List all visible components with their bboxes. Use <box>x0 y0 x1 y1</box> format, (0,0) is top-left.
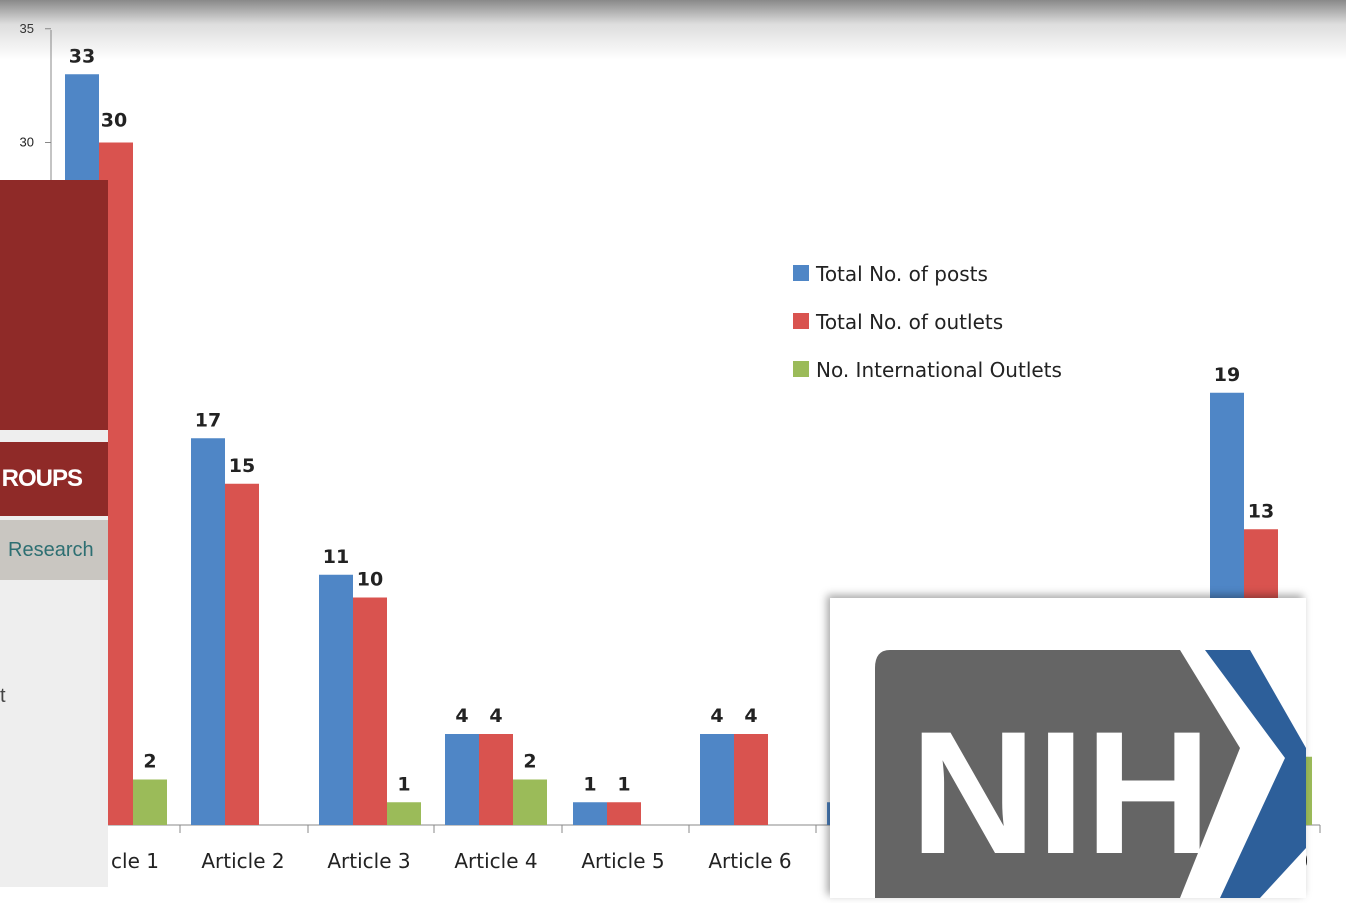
legend-label: Total No. of outlets <box>815 310 1003 334</box>
overlay-webpage-fragment: ROUPS Research t <box>0 180 108 887</box>
overlay-banner-text: ROUPS <box>1 465 83 492</box>
bar-posts-6 <box>700 734 734 825</box>
data-label: 19 <box>1214 364 1240 386</box>
data-label: 4 <box>744 705 757 727</box>
bar-international-3 <box>387 802 421 825</box>
data-label: 1 <box>617 773 630 795</box>
y-ticks: 35 30 <box>20 21 51 150</box>
legend: Total No. of posts Total No. of outlets No… <box>793 262 1062 382</box>
category-label: Article 5 <box>581 849 664 873</box>
data-label: 4 <box>710 705 723 727</box>
data-label: 2 <box>523 751 536 773</box>
bar-outlets-6 <box>734 734 768 825</box>
data-label: 17 <box>195 409 221 431</box>
nih-logo-icon: NIH <box>875 650 1306 898</box>
nih-logo-card: NIH <box>830 598 1306 898</box>
data-label: 2 <box>143 751 156 773</box>
data-label: 4 <box>455 705 468 727</box>
y-tick-label: 35 <box>20 21 34 36</box>
category-label: Article 3 <box>327 849 410 873</box>
legend-swatch <box>793 313 809 329</box>
nih-logo-text: NIH <box>910 696 1211 891</box>
bar-posts-2 <box>191 438 225 825</box>
bar-international-1 <box>133 779 167 825</box>
bar-posts-3 <box>319 574 353 825</box>
data-label: 10 <box>357 569 383 591</box>
data-label: 33 <box>69 45 95 67</box>
data-label: 11 <box>323 546 349 568</box>
data-label: 1 <box>397 773 410 795</box>
data-label: 30 <box>101 110 127 132</box>
legend-swatch <box>793 265 809 281</box>
data-labels: 33 17 11 4 1 4 19 30 15 10 4 1 4 13 2 1 2 <box>69 45 1274 795</box>
bar-outlets-2 <box>225 483 259 825</box>
legend-label: No. International Outlets <box>816 358 1062 382</box>
bar-international-4 <box>513 779 547 825</box>
overlay-banner: ROUPS <box>0 442 108 516</box>
category-labels: cle 1 Article 2 Article 3 Article 4 Article … <box>111 825 1321 873</box>
bar-posts-4 <box>445 734 479 825</box>
overlay-link-bar[interactable]: Research <box>0 520 108 580</box>
category-label: Article 4 <box>454 849 537 873</box>
bar-outlets-3 <box>353 597 387 825</box>
data-label: 13 <box>1248 500 1274 522</box>
legend-label: Total No. of posts <box>815 262 988 286</box>
legend-swatch <box>793 361 809 377</box>
category-label: cle 1 <box>111 849 159 873</box>
overlay-header-block <box>0 180 108 430</box>
y-tick-label: 30 <box>20 135 34 150</box>
category-label: Article 6 <box>708 849 791 873</box>
overlay-link-text[interactable]: Research <box>8 539 94 561</box>
bar-posts-5 <box>573 802 607 825</box>
data-label: 1 <box>583 773 596 795</box>
bar-outlets-5 <box>607 802 641 825</box>
data-label: 4 <box>489 705 502 727</box>
data-label: 15 <box>229 455 255 477</box>
overlay-stray-text: t <box>0 685 6 707</box>
category-label: Article 2 <box>201 849 284 873</box>
bar-outlets-4 <box>479 734 513 825</box>
